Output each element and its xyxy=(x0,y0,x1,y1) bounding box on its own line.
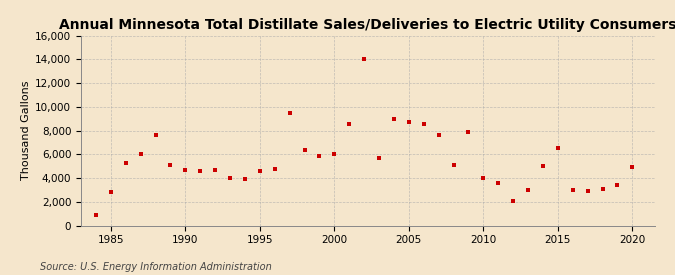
Point xyxy=(478,176,489,180)
Point xyxy=(299,147,310,152)
Point xyxy=(225,176,236,180)
Point xyxy=(284,111,295,115)
Point xyxy=(568,188,578,192)
Point xyxy=(448,163,459,167)
Point xyxy=(463,130,474,134)
Point xyxy=(358,57,369,62)
Point xyxy=(254,169,265,173)
Point xyxy=(404,120,414,125)
Point xyxy=(105,190,116,194)
Text: Source: U.S. Energy Information Administration: Source: U.S. Energy Information Administ… xyxy=(40,262,272,272)
Point xyxy=(135,152,146,156)
Point xyxy=(344,121,354,126)
Point xyxy=(180,167,191,172)
Point xyxy=(195,169,206,173)
Point xyxy=(90,213,101,217)
Title: Annual Minnesota Total Distillate Sales/Deliveries to Electric Utility Consumers: Annual Minnesota Total Distillate Sales/… xyxy=(59,18,675,32)
Point xyxy=(493,181,504,185)
Point xyxy=(150,133,161,138)
Point xyxy=(269,166,280,171)
Point xyxy=(612,183,623,187)
Point xyxy=(210,167,221,172)
Point xyxy=(165,163,176,167)
Point xyxy=(537,164,548,168)
Point xyxy=(433,133,444,138)
Point xyxy=(314,153,325,158)
Point xyxy=(120,160,131,165)
Y-axis label: Thousand Gallons: Thousand Gallons xyxy=(21,81,31,180)
Point xyxy=(627,165,638,170)
Point xyxy=(418,121,429,126)
Point xyxy=(389,117,400,121)
Point xyxy=(329,152,340,156)
Point xyxy=(508,198,518,203)
Point xyxy=(240,177,250,182)
Point xyxy=(583,189,593,193)
Point xyxy=(552,146,563,151)
Point xyxy=(597,186,608,191)
Point xyxy=(374,156,385,160)
Point xyxy=(522,188,533,192)
